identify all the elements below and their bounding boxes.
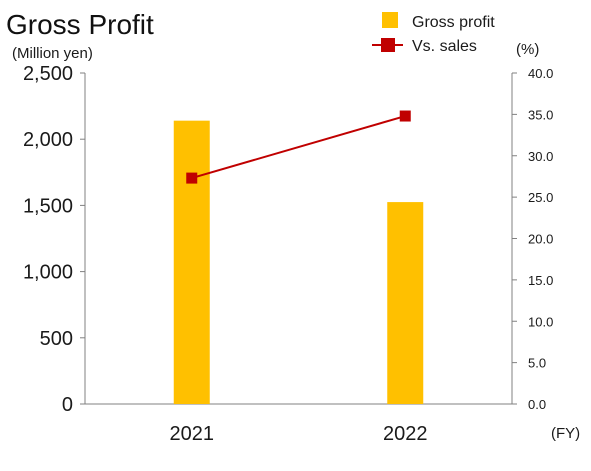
right-axis-tick-label: 10.0 [528, 314, 553, 329]
right-axis-tick-label: 40.0 [528, 66, 553, 81]
left-axis-tick-label: 2,000 [23, 129, 73, 151]
right-axis-tick-label: 15.0 [528, 273, 553, 288]
bar-gross-profit [387, 202, 424, 404]
left-axis-tick-label: 2,500 [23, 63, 73, 85]
chart-title: Gross Profit [6, 9, 154, 40]
x-axis-unit: (FY) [551, 425, 580, 442]
legend-label-gross-profit: Gross profit [412, 14, 495, 31]
right-axis-unit: (%) [516, 41, 539, 58]
legend-label-vs-sales: Vs. sales [412, 38, 477, 55]
left-axis-tick-label: 500 [40, 328, 73, 350]
plot-area: 0 500 1,000 1,500 2,000 2,500 0.0 5.0 10.0 15.0 20… [23, 63, 553, 445]
x-axis-tick-label: 2022 [383, 423, 428, 445]
right-axis-tick-label: 0.0 [528, 397, 546, 412]
point-vs-sales [399, 110, 411, 122]
x-axis-tick-label: 2021 [170, 423, 215, 445]
right-axis-tick-label: 35.0 [528, 107, 553, 122]
right-axis-tick-label: 20.0 [528, 232, 553, 247]
line-vs-sales [191, 115, 406, 180]
legend-swatch-gross-profit [382, 12, 398, 28]
point-vs-sales [186, 172, 198, 184]
legend: Gross profit Vs. sales [372, 12, 495, 55]
bar-gross-profit [173, 120, 210, 404]
right-axis-tick-label: 5.0 [528, 356, 546, 371]
legend-marker-vs-sales [381, 38, 395, 52]
left-axis-tick-label: 1,500 [23, 195, 73, 217]
left-axis-unit: (Million yen) [12, 45, 93, 62]
right-axis-tick-label: 25.0 [528, 190, 553, 205]
right-axis-tick-label: 30.0 [528, 149, 553, 164]
left-axis-tick-label: 1,000 [23, 262, 73, 284]
left-axis-tick-label: 0 [62, 394, 73, 416]
